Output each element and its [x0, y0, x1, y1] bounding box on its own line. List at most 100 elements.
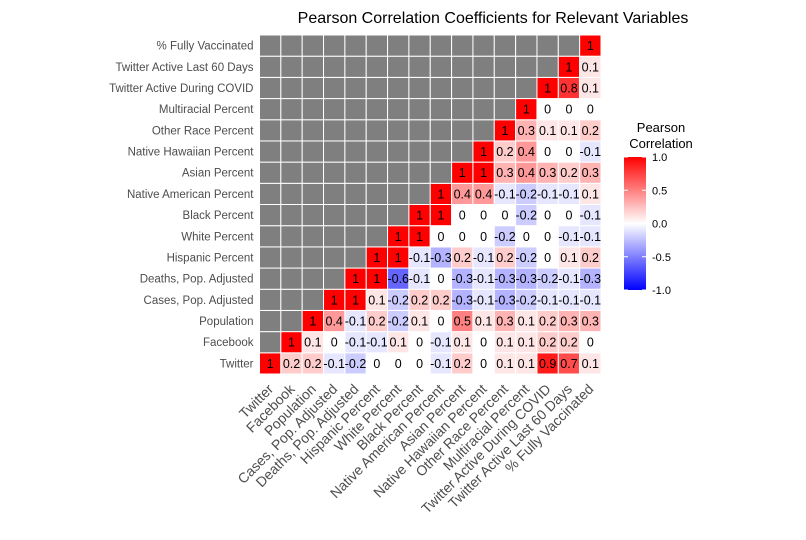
masked-cell	[280, 140, 303, 163]
cell-value-label: -0.3	[451, 272, 473, 286]
cell-value-label: 0	[459, 209, 466, 223]
cell-value-label: 0.1	[582, 60, 599, 74]
masked-cell	[408, 55, 431, 78]
cell-value-label: 1	[267, 357, 274, 371]
cell-value-label: 0.3	[496, 315, 513, 329]
cell-value-label: 0.1	[390, 336, 407, 350]
masked-cell	[557, 34, 581, 57]
masked-cell	[259, 161, 282, 184]
cell-value-label: 0.2	[454, 251, 471, 265]
cell-value-label: 0.2	[582, 124, 599, 138]
masked-cell	[259, 55, 282, 78]
chart-title: Pearson Correlation Coefficients for Rel…	[298, 10, 689, 27]
cell-value-label: 0.1	[411, 315, 428, 329]
masked-cell	[280, 76, 303, 100]
y-tick-label: Cases, Pop. Adjusted	[144, 295, 254, 307]
masked-cell	[280, 182, 303, 205]
masked-cell	[259, 309, 282, 333]
cell-value-label: 1	[373, 272, 380, 286]
cell-value-label: 0	[523, 230, 530, 244]
masked-cell	[408, 140, 431, 163]
cell-value-label: 1	[437, 187, 444, 201]
masked-cell	[280, 119, 303, 142]
cell-value-label: 0.2	[304, 357, 321, 371]
masked-cell	[387, 55, 410, 78]
masked-cell	[301, 161, 325, 184]
masked-cell	[429, 140, 453, 163]
masked-cell	[323, 119, 346, 142]
colorbar-title-line-2: Correlation	[629, 136, 693, 151]
cell-value-label: 1	[395, 251, 402, 265]
masked-cell	[259, 76, 282, 100]
masked-cell	[301, 182, 325, 205]
y-tick-label: Twitter Active Last 60 Days	[115, 62, 253, 74]
masked-cell	[259, 34, 282, 57]
masked-cell	[344, 140, 367, 163]
masked-cell	[259, 288, 282, 311]
heatmap-cell-labels: 1 0.2 0.2 -0.1 -0.2 0 0 0 -0.1 0.2 0 0.1 0.1 0.9 0.7 0.…	[267, 39, 601, 371]
cell-value-label: 1	[309, 315, 316, 329]
cell-value-label: 1	[480, 145, 487, 159]
masked-cell	[515, 34, 538, 57]
masked-cell	[408, 182, 431, 205]
cell-value-label: -0.1	[430, 336, 452, 350]
cell-value-label: 0.2	[432, 293, 449, 307]
cell-value-label: 0.1	[582, 81, 599, 95]
cell-value-label: 0	[480, 209, 487, 223]
cell-value-label: -0.1	[558, 187, 580, 201]
masked-cell	[515, 76, 538, 100]
cell-value-label: 0.2	[368, 315, 385, 329]
masked-cell	[536, 55, 559, 78]
cell-value-label: 0	[331, 336, 338, 350]
cell-value-label: 0.4	[326, 315, 343, 329]
y-tick-label: Other Race Percent	[152, 125, 254, 137]
cell-value-label: 0	[587, 336, 594, 350]
cell-value-label: 0.4	[518, 166, 535, 180]
y-tick-label: Twitter	[220, 358, 254, 370]
masked-cell	[259, 182, 282, 205]
cell-value-label: -0.3	[430, 251, 452, 265]
cell-value-label: 1	[416, 209, 423, 223]
cell-value-label: -0.3	[494, 272, 516, 286]
masked-cell	[365, 34, 389, 57]
cell-value-label: 0.3	[496, 166, 513, 180]
cell-value-label: 0.1	[582, 357, 599, 371]
cell-value-label: 0.8	[560, 81, 577, 95]
masked-cell	[387, 161, 410, 184]
masked-cell	[323, 98, 346, 121]
cell-value-label: 0.4	[454, 187, 471, 201]
cell-value-label: 0	[544, 230, 551, 244]
masked-cell	[280, 204, 303, 227]
masked-cell	[280, 246, 303, 269]
cell-value-label: 0.4	[518, 145, 535, 159]
masked-cell	[344, 119, 367, 142]
masked-cell	[323, 246, 346, 269]
cell-value-label: 0.1	[454, 336, 471, 350]
cell-value-label: -0.3	[580, 272, 602, 286]
cell-value-label: 0	[373, 357, 380, 371]
cell-value-label: -0.1	[494, 187, 516, 201]
cell-value-label: 0	[566, 103, 573, 117]
masked-cell	[344, 34, 367, 57]
masked-cell	[429, 161, 453, 184]
masked-cell	[408, 76, 431, 100]
masked-cell	[365, 98, 389, 121]
masked-cell	[259, 204, 282, 227]
masked-cell	[323, 204, 346, 227]
cell-value-label: -0.3	[494, 293, 516, 307]
y-tick-label: Deaths, Pop. Adjusted	[140, 274, 254, 286]
cell-value-label: -0.1	[580, 145, 602, 159]
cell-value-label: 0	[480, 336, 487, 350]
masked-cell	[515, 55, 538, 78]
cell-value-label: 0	[480, 230, 487, 244]
masked-cell	[472, 55, 495, 78]
masked-cell	[429, 98, 453, 121]
masked-cell	[259, 246, 282, 269]
masked-cell	[280, 161, 303, 184]
y-tick-label: Multiracial Percent	[159, 104, 254, 116]
cell-value-label: 0.2	[454, 357, 471, 371]
cell-value-label: -0.3	[451, 293, 473, 307]
y-tick-label: Asian Percent	[182, 168, 254, 180]
cell-value-label: -0.2	[345, 357, 367, 371]
